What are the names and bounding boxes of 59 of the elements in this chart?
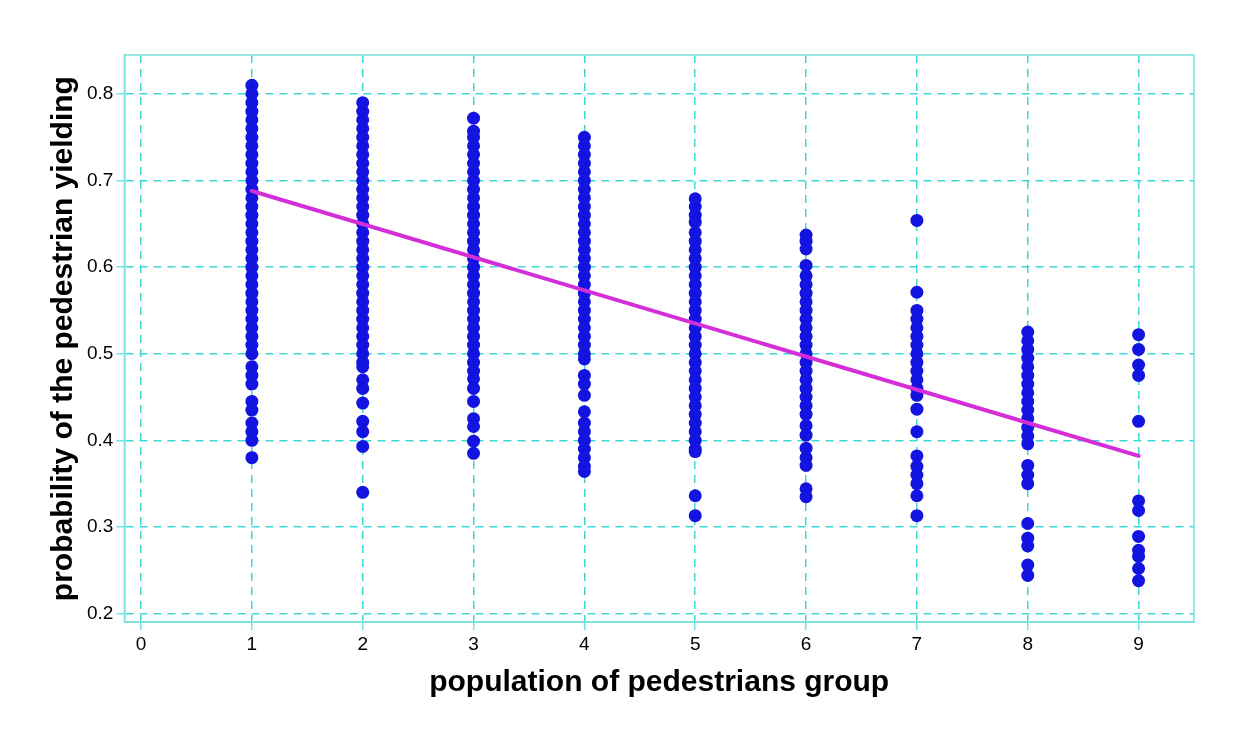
point (910, 489, 924, 503)
y-tick-label: 0.6 (86, 255, 114, 277)
point (910, 213, 924, 227)
point (245, 347, 259, 361)
point (1132, 574, 1146, 588)
y-axis-title: probability of the pedestrian yielding (45, 76, 79, 602)
x-tick-label: 7 (911, 632, 923, 654)
x-tick-label: 3 (468, 632, 479, 654)
point (356, 425, 370, 439)
point (245, 433, 259, 447)
point (910, 477, 924, 491)
point (577, 405, 591, 419)
point (1021, 477, 1035, 491)
point (910, 402, 924, 416)
x-tick-label: 5 (689, 632, 701, 654)
point (1021, 437, 1035, 451)
point (910, 425, 924, 439)
point (1021, 516, 1035, 530)
point (1021, 568, 1035, 582)
x-tick-label: 8 (1022, 632, 1034, 654)
x-tick-label: 0 (135, 632, 147, 654)
point (356, 396, 370, 410)
point (356, 381, 370, 395)
point (910, 285, 924, 299)
point (1132, 414, 1146, 428)
y-tick-label: 0.5 (86, 341, 114, 363)
point (910, 509, 924, 523)
x-tick-label: 4 (579, 632, 591, 654)
point (799, 490, 813, 504)
point (688, 489, 702, 503)
point (1132, 529, 1146, 543)
y-tick-label: 0.8 (86, 82, 114, 104)
point (688, 509, 702, 523)
point (356, 439, 370, 453)
point (245, 403, 259, 417)
x-tick-label: 2 (357, 632, 368, 654)
point (356, 485, 370, 499)
x-tick-label: 9 (1133, 632, 1144, 654)
point (467, 111, 481, 125)
point (799, 428, 813, 442)
point (577, 388, 591, 402)
x-tick-label: 1 (246, 632, 258, 654)
point (467, 446, 481, 460)
point (1132, 342, 1146, 356)
x-axis-title: population of pedestrians group (429, 664, 890, 698)
y-tick-label: 0.7 (86, 168, 114, 190)
point (467, 394, 481, 408)
y-tick-label: 0.3 (86, 515, 114, 537)
point (1132, 328, 1146, 342)
y-tick-label: 0.4 (86, 428, 114, 450)
y-tick-label: 0.2 (86, 601, 114, 623)
x-tick-label: 6 (800, 632, 812, 654)
point (467, 434, 481, 448)
point (1132, 562, 1146, 576)
point (245, 451, 259, 465)
point (467, 381, 481, 395)
point (245, 377, 259, 391)
point (1132, 368, 1146, 382)
point (577, 377, 591, 391)
